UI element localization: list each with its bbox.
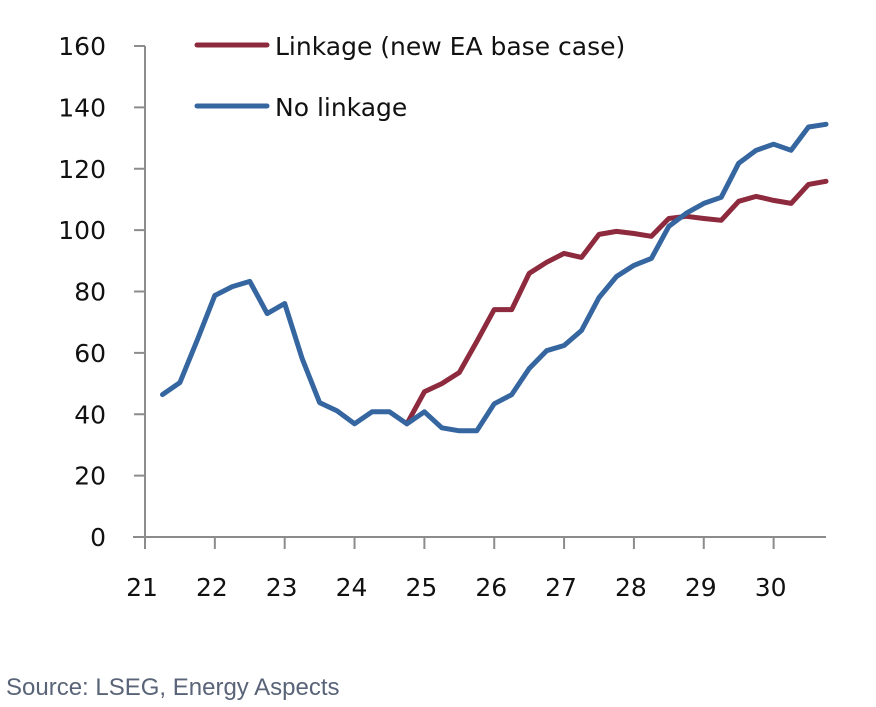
legend-label-linkage: Linkage (new EA base case) (275, 32, 625, 61)
line-chart: 0 20 40 60 80 100 120 140 160 21 22 23 24 25 26 27 28 29… (58, 32, 829, 602)
legend-item-linkage: Linkage (new EA base case) (194, 32, 625, 61)
legend-label-no-linkage: No linkage (275, 93, 407, 122)
x-tick-label: 23 (266, 573, 298, 602)
legend: Linkage (new EA base case) No linkage (194, 32, 625, 122)
y-tick-label: 80 (74, 278, 106, 307)
series-group (160, 121, 829, 434)
x-tick-label: 29 (685, 573, 717, 602)
x-tick-label: 27 (545, 573, 577, 602)
y-tick-label: 0 (90, 523, 106, 552)
x-tick-label: 26 (475, 573, 507, 602)
y-tick-label: 20 (74, 462, 106, 491)
series-line-no-linkage (160, 121, 829, 434)
y-axis: 0 20 40 60 80 100 120 140 160 (58, 32, 146, 552)
y-tick-label: 160 (58, 32, 106, 61)
x-tick-label: 24 (336, 573, 368, 602)
x-tick-label: 28 (615, 573, 647, 602)
y-tick-label: 120 (58, 155, 106, 184)
x-tick-label: 30 (755, 573, 787, 602)
x-axis: 21 22 23 24 25 26 27 28 29 30 (126, 536, 826, 602)
legend-item-no-linkage: No linkage (194, 93, 407, 122)
x-tick-label: 25 (405, 573, 437, 602)
x-ticks: 21 22 23 24 25 26 27 28 29 30 (126, 537, 787, 602)
y-tick-label: 140 (58, 93, 106, 122)
series-line-linkage-new-ea-base-case (404, 178, 829, 427)
y-tick-label: 60 (74, 339, 106, 368)
y-tick-label: 100 (58, 216, 106, 245)
y-ticks: 0 20 40 60 80 100 120 140 160 (58, 32, 145, 552)
source-note: Source: LSEG, Energy Aspects (6, 674, 340, 701)
x-tick-label: 21 (126, 573, 158, 602)
x-tick-label: 22 (196, 573, 228, 602)
y-tick-label: 40 (74, 400, 106, 429)
